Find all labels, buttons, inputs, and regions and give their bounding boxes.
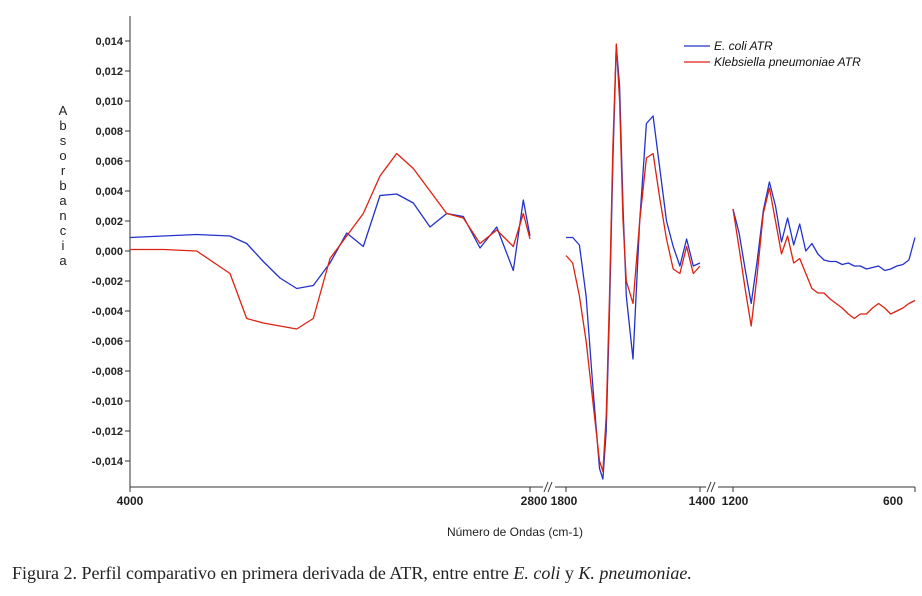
y-tick-label: 0,010 — [95, 96, 123, 108]
y-tick-label: 0,012 — [95, 66, 123, 78]
series-e-coli — [129, 44, 916, 480]
y-tick-label: 0,000 — [95, 246, 123, 258]
y-tick-label: -0,014 — [92, 456, 124, 468]
y-axis-ticks: 0,014 0,012 0,010 0,008 0,006 0,004 0,002 0,000… — [92, 36, 130, 468]
y-axis-label-letter: b — [59, 118, 66, 133]
y-tick-label: 0,006 — [95, 156, 123, 168]
y-tick-label: -0,004 — [92, 306, 124, 318]
y-axis-label-letter: i — [62, 238, 65, 253]
y-axis-label-letter: s — [60, 133, 67, 148]
figure-caption: Figura 2. Perfil comparativo en primera … — [12, 563, 917, 584]
y-axis-label-letter: r — [61, 163, 66, 178]
y-tick-label: -0,002 — [92, 276, 123, 288]
y-axis-label-letter: a — [59, 253, 67, 268]
x-tick-label: 1800 — [551, 494, 578, 508]
y-tick-label: 0,004 — [95, 186, 123, 198]
ftir-derivative-chart: 0,014 0,012 0,010 0,008 0,006 0,004 0,002 0,000… — [59, 16, 916, 539]
axis-break-stroke — [543, 481, 549, 493]
series-line-segment — [732, 181, 916, 305]
caption-connector: y — [560, 563, 579, 583]
y-axis-label-letter: n — [59, 208, 66, 223]
x-tick-label: 2800 — [521, 494, 548, 508]
x-tick-label: 600 — [883, 494, 903, 508]
axis-break-stroke — [710, 481, 716, 493]
y-tick-label: 0,008 — [95, 126, 123, 138]
legend: E. coli ATR Klebsiella pneumoniae ATR — [684, 39, 861, 69]
series-line-segment — [129, 193, 531, 290]
caption-prefix: Figura 2. Perfil comparativo en primera … — [12, 563, 514, 583]
legend-entry: E. coli ATR — [714, 39, 773, 53]
y-tick-label: -0,010 — [92, 396, 123, 408]
caption-species-2: K. pneumoniae. — [578, 563, 692, 583]
x-tick-label: 1400 — [689, 494, 716, 508]
series-line-segment — [732, 187, 916, 327]
series-line-segment — [566, 44, 701, 480]
axis-break-2 — [706, 481, 716, 493]
y-tick-label: -0,006 — [92, 336, 123, 348]
axes — [129, 16, 915, 493]
series-klebsiella — [130, 43, 916, 473]
y-axis-label-letter: c — [60, 223, 67, 238]
series-line-segment — [565, 43, 701, 473]
axis-break-stroke — [547, 481, 553, 493]
axis-break-1 — [543, 481, 553, 493]
y-axis-label-letter: b — [59, 178, 66, 193]
y-tick-label: 0,014 — [95, 36, 123, 48]
x-tick-label: 4000 — [117, 494, 144, 508]
x-axis-label: Número de Ondas (cm-1) — [447, 525, 583, 539]
y-tick-label: -0,008 — [92, 366, 123, 378]
y-axis-label-letter: o — [59, 148, 66, 163]
axis-break-stroke — [706, 481, 712, 493]
y-axis-label-letter: a — [59, 193, 67, 208]
series-lines — [129, 43, 916, 480]
caption-species-1: E. coli — [513, 563, 561, 583]
x-tick-label: 1200 — [722, 494, 749, 508]
y-axis-label-letter: A — [59, 103, 68, 118]
legend-entry: Klebsiella pneumoniae ATR — [714, 55, 861, 69]
y-tick-label: -0,012 — [92, 426, 123, 438]
x-axis-ticks: 4000 2800 1800 1400 1200 600 — [117, 487, 916, 508]
y-tick-label: 0,002 — [95, 216, 123, 228]
series-line-segment — [130, 152, 531, 330]
